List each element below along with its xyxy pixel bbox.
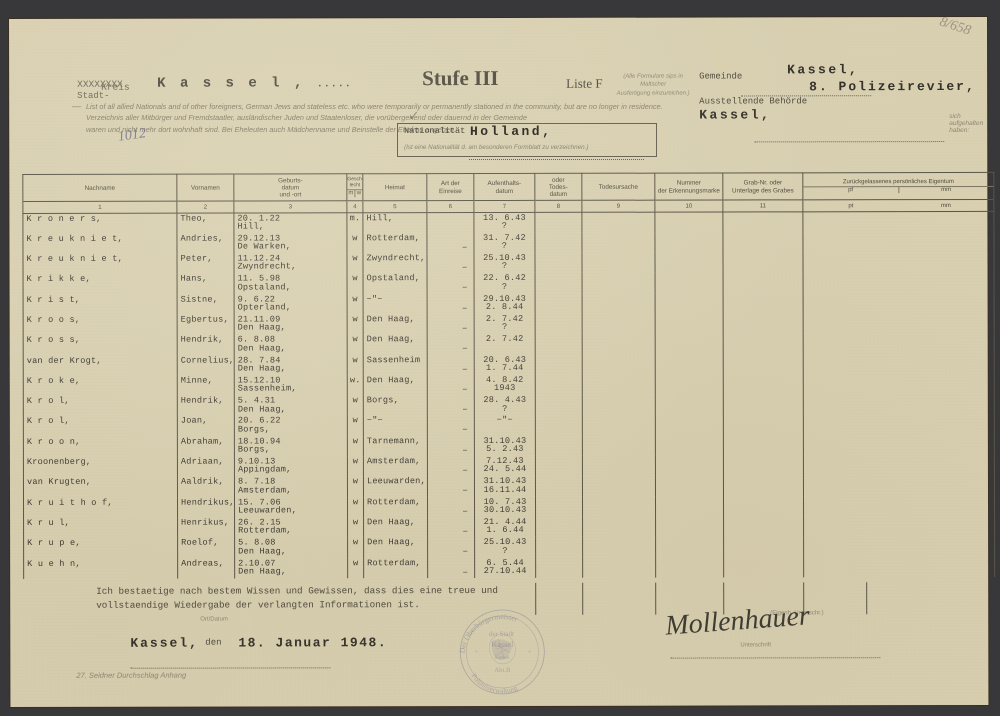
svg-text:Polizeiverwaltung: Polizeiverwaltung (470, 671, 519, 695)
svg-text:Abt.B: Abt.B (494, 667, 511, 674)
svg-text:+: + (527, 648, 531, 656)
svg-text:Kassel: Kassel (495, 655, 510, 661)
svg-text:+: + (474, 648, 478, 656)
